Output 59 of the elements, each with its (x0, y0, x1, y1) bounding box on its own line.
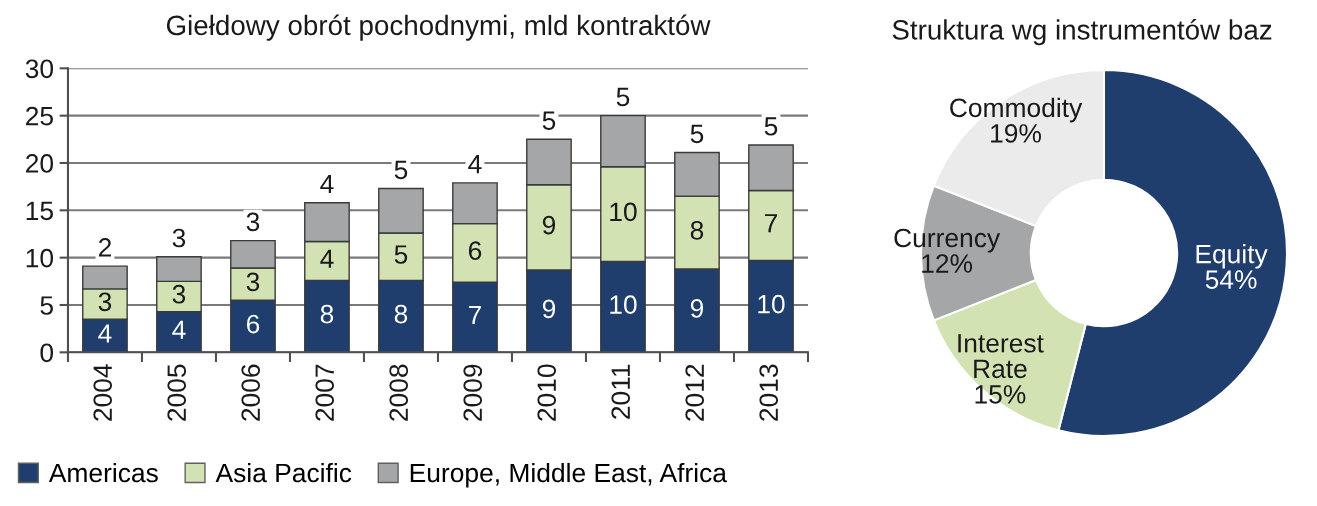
data-label: 4 (98, 324, 112, 343)
data-label: 5 (394, 160, 408, 180)
data-label: 54% (1205, 270, 1257, 289)
x-tick-label: 2013 (759, 364, 779, 421)
x-tick-label: 2010 (537, 364, 557, 421)
data-label: 3 (98, 292, 112, 312)
x-tick-label: 2011 (611, 364, 631, 419)
data-label: 3 (172, 228, 186, 248)
data-label: 8 (320, 304, 334, 324)
y-tick-label: 5 (40, 296, 53, 315)
y-tick-label: 25 (26, 106, 53, 126)
legend-label: Americas (48, 462, 158, 483)
legend-label: Europe, Middle East, Africa (410, 462, 727, 488)
x-tick-label: 2007 (315, 364, 335, 421)
x-tick-label: 2009 (463, 364, 483, 421)
y-tick-label: 30 (25, 59, 54, 79)
data-label: 8 (394, 304, 408, 324)
data-label: 4 (320, 249, 334, 268)
data-label: 5 (764, 117, 778, 136)
slice-label: Commodity (950, 97, 1083, 123)
data-label: 19% (991, 124, 1041, 143)
data-label: 3 (246, 212, 260, 232)
data-label: 6 (246, 314, 260, 334)
chart-title: Struktura wg instrumentów baz (892, 19, 1272, 46)
data-label: 3 (246, 272, 260, 292)
chart-title: Giełdowy obrót pochodnymi, mld kontraktów (166, 14, 711, 41)
data-label: 7 (468, 305, 481, 325)
y-tick-label: 20 (26, 154, 54, 173)
x-tick-label: 2008 (389, 364, 409, 421)
data-label: 4 (172, 320, 186, 339)
data-label: 12% (922, 254, 973, 273)
y-tick-label: 0 (40, 343, 54, 363)
data-label: 15% (975, 385, 1026, 404)
data-label: 9 (542, 215, 556, 235)
data-label: 9 (690, 299, 704, 318)
data-label: 6 (468, 241, 482, 261)
x-tick-label: 2004 (93, 364, 113, 421)
data-label: 5 (394, 245, 408, 264)
data-label: 5 (616, 87, 630, 107)
slice-label: Interest Rate (958, 334, 1044, 379)
data-label: 7 (764, 214, 777, 233)
data-label: 4 (320, 174, 334, 194)
data-label: 10 (758, 294, 785, 314)
x-tick-label: 2012 (685, 364, 705, 421)
data-label: 5 (542, 111, 556, 130)
x-tick-label: 2005 (167, 364, 187, 421)
data-label: 2 (98, 238, 111, 257)
legend-label: Asia Pacific (215, 462, 352, 483)
data-label: 8 (690, 220, 704, 240)
slice-label: Equity (1196, 244, 1268, 269)
data-label: 4 (468, 155, 482, 174)
y-tick-label: 10 (26, 248, 54, 268)
data-label: 10 (610, 295, 637, 314)
x-tick-label: 2006 (241, 364, 261, 421)
y-tick-label: 15 (26, 201, 53, 221)
data-label: 5 (690, 124, 704, 144)
data-label: 10 (610, 202, 637, 222)
data-label: 9 (542, 299, 556, 319)
data-label: 3 (172, 284, 186, 304)
